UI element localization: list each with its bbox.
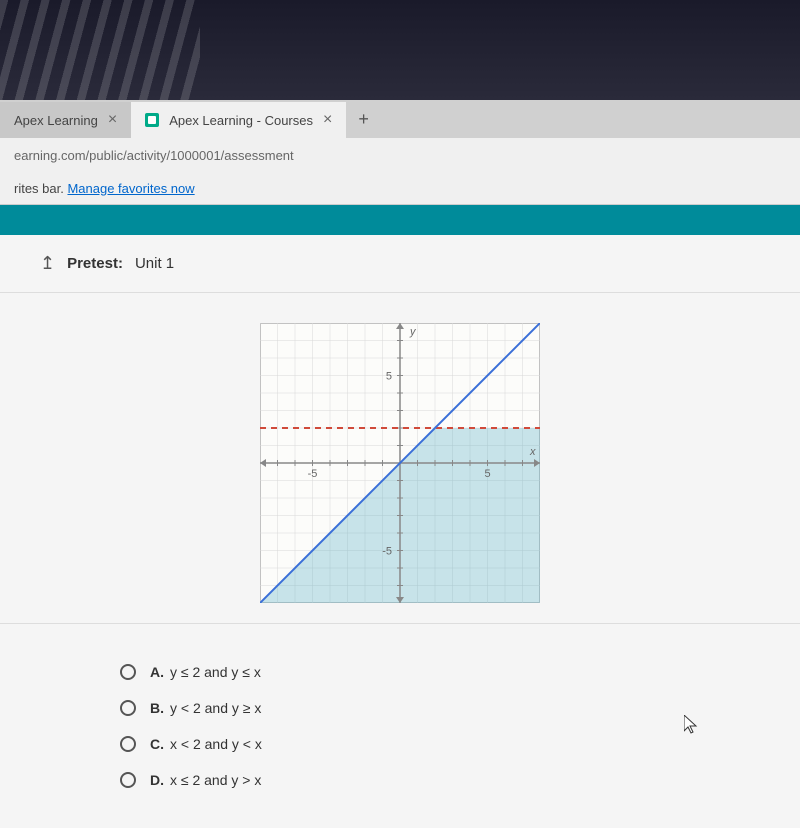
svg-text:5: 5 xyxy=(484,468,490,480)
pretest-unit: Unit 1 xyxy=(135,255,174,272)
answer-text: y < 2 and y ≥ x xyxy=(170,700,261,716)
answer-text: y ≤ 2 and y ≤ x xyxy=(170,664,261,680)
close-icon[interactable]: × xyxy=(323,111,332,129)
new-tab-button[interactable]: + xyxy=(346,101,381,138)
tab-apex-courses[interactable]: Apex Learning - Courses × xyxy=(131,102,346,138)
browser-window: Apex Learning × Apex Learning - Courses … xyxy=(0,100,800,800)
svg-text:5: 5 xyxy=(386,371,392,383)
answer-text: x ≤ 2 and y > x xyxy=(170,772,261,788)
teal-banner xyxy=(0,205,800,235)
pretest-label: Pretest: xyxy=(67,255,123,272)
answer-letter: D. xyxy=(150,772,164,788)
tab-bar: Apex Learning × Apex Learning - Courses … xyxy=(0,100,800,138)
tab-apex-learning[interactable]: Apex Learning × xyxy=(0,102,131,138)
close-icon[interactable]: × xyxy=(108,111,117,129)
svg-text:-5: -5 xyxy=(308,468,318,480)
mouse-cursor-icon xyxy=(684,715,700,740)
radio-icon[interactable] xyxy=(120,772,136,788)
url-bar[interactable]: earning.com/public/activity/1000001/asse… xyxy=(0,138,800,173)
favorites-bar: rites bar. Manage favorites now xyxy=(0,173,800,205)
blinds-reflection xyxy=(0,0,200,100)
answer-option-b[interactable]: B. y < 2 and y ≥ x xyxy=(120,690,680,726)
pretest-header: ↥ Pretest: Unit 1 xyxy=(0,235,800,293)
radio-icon[interactable] xyxy=(120,736,136,752)
svg-text:-5: -5 xyxy=(382,546,392,558)
radio-icon[interactable] xyxy=(120,664,136,680)
answer-option-d[interactable]: D. x ≤ 2 and y > x xyxy=(120,762,680,798)
graph-area: 5-55-5yx xyxy=(0,293,800,624)
manage-favorites-link[interactable]: Manage favorites now xyxy=(67,181,194,196)
answer-letter: B. xyxy=(150,700,164,716)
tab-title: Apex Learning xyxy=(14,113,98,128)
answer-list: A. y ≤ 2 and y ≤ x B. y < 2 and y ≥ x C. x … xyxy=(0,624,800,828)
svg-text:x: x xyxy=(529,446,536,458)
favbar-text: rites bar. xyxy=(14,181,67,196)
answer-text: x < 2 and y < x xyxy=(170,736,262,752)
graph: 5-55-5yx xyxy=(260,323,540,603)
answer-letter: C. xyxy=(150,736,164,752)
answer-option-c[interactable]: C. x < 2 and y < x xyxy=(120,726,680,762)
tab-title: Apex Learning - Courses xyxy=(169,113,313,128)
back-arrow-icon[interactable]: ↥ xyxy=(40,253,55,274)
answer-option-a[interactable]: A. y ≤ 2 and y ≤ x xyxy=(120,654,680,690)
radio-icon[interactable] xyxy=(120,700,136,716)
content-area: ↥ Pretest: Unit 1 5-55-5yx A.y ≤ 2 and y… xyxy=(0,235,800,828)
photo-background xyxy=(0,0,800,100)
favicon-icon xyxy=(145,113,159,127)
url-text: earning.com/public/activity/1000001/asse… xyxy=(14,148,294,163)
answer-letter: A. xyxy=(150,664,164,680)
graph-svg: 5-55-5yx xyxy=(260,323,540,603)
